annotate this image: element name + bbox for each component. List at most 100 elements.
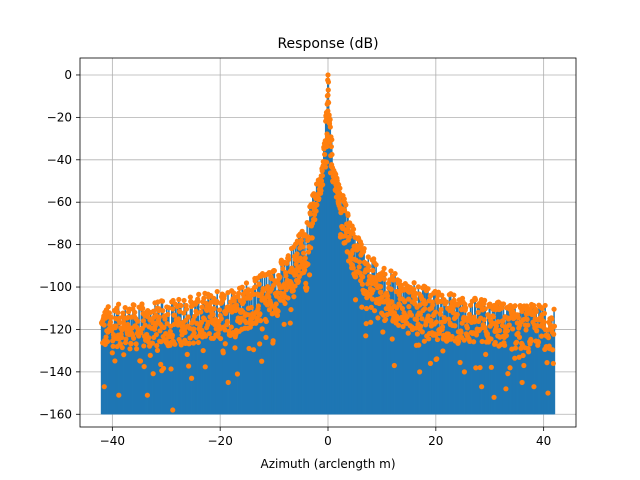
stem-marker xyxy=(327,116,333,123)
stem-marker xyxy=(166,305,172,311)
stem-marker xyxy=(329,137,335,143)
stem-marker xyxy=(358,241,364,248)
stem-marker xyxy=(473,332,480,338)
stem-marker xyxy=(131,302,137,308)
stem-marker xyxy=(528,338,534,344)
stem-marker xyxy=(325,79,332,85)
stem-marker xyxy=(363,305,370,312)
stem-marker xyxy=(186,340,192,346)
stem-marker xyxy=(150,371,156,377)
stem-marker xyxy=(512,345,519,351)
stem-marker xyxy=(422,306,428,312)
stem-marker xyxy=(385,297,391,303)
stem-marker xyxy=(395,322,402,328)
stem-marker xyxy=(183,306,190,312)
stem-marker xyxy=(274,312,281,318)
chart-title: Response (dB) xyxy=(277,36,378,52)
stem-marker xyxy=(509,326,516,332)
stem-marker xyxy=(156,314,162,320)
stem-marker xyxy=(322,164,329,170)
stem-marker xyxy=(232,345,238,351)
stem-marker xyxy=(122,305,128,311)
stem-marker xyxy=(294,251,300,257)
stem-marker xyxy=(178,342,184,348)
stem-marker xyxy=(108,314,114,320)
y-tick-label: −120 xyxy=(39,322,72,336)
stem-marker xyxy=(434,356,440,362)
stem-marker xyxy=(388,268,394,274)
stem-marker xyxy=(113,323,119,329)
stem-marker xyxy=(541,310,548,316)
stem-marker xyxy=(107,319,114,325)
stem-marker xyxy=(493,323,499,329)
stem-marker xyxy=(533,308,539,315)
stem-marker xyxy=(495,319,501,325)
stem-marker xyxy=(150,308,157,314)
stem-marker xyxy=(433,319,440,325)
stem-marker xyxy=(293,261,299,267)
stem-marker xyxy=(191,330,197,336)
stem-marker xyxy=(544,360,550,366)
stem-marker xyxy=(398,282,405,288)
stem-marker xyxy=(123,336,129,342)
stem-marker xyxy=(471,314,477,320)
stem-marker xyxy=(120,310,126,316)
stem-marker xyxy=(153,331,160,338)
stem-marker xyxy=(405,296,412,302)
stem-marker xyxy=(432,309,439,315)
stem-marker xyxy=(411,280,417,286)
stem-marker xyxy=(149,340,156,346)
stem-marker xyxy=(325,92,331,98)
stem-marker xyxy=(314,202,320,208)
y-tick-label: −80 xyxy=(47,238,72,252)
stem-marker xyxy=(467,338,473,345)
stem-marker xyxy=(425,286,431,292)
x-tick-label: 20 xyxy=(428,434,443,448)
stem-marker xyxy=(524,303,530,309)
stem-marker xyxy=(488,364,494,370)
stem-marker xyxy=(481,317,487,323)
stem-marker xyxy=(140,305,146,311)
stem-marker xyxy=(319,168,325,174)
stem-marker xyxy=(316,195,322,201)
stem-marker xyxy=(214,298,220,305)
stem-marker xyxy=(402,299,408,305)
stem-marker xyxy=(365,267,372,273)
stem-marker xyxy=(503,332,510,339)
stem-marker xyxy=(101,384,107,390)
stem-marker xyxy=(370,267,376,274)
stem-marker xyxy=(365,254,371,260)
stem-marker xyxy=(350,226,357,232)
stem-marker xyxy=(157,328,163,334)
stem-marker xyxy=(235,290,242,296)
stem-marker xyxy=(169,332,176,338)
stem-marker xyxy=(477,364,483,371)
stem-marker xyxy=(259,326,265,332)
stem-marker xyxy=(218,316,224,322)
stem-marker xyxy=(327,124,333,130)
stem-marker xyxy=(165,311,171,318)
stem-marker xyxy=(304,285,310,291)
stem-marker xyxy=(215,330,221,337)
stem-marker xyxy=(350,265,356,271)
stem-marker xyxy=(370,287,376,293)
stem-marker xyxy=(461,369,467,375)
stem-marker xyxy=(285,295,291,301)
stem-marker xyxy=(500,318,506,324)
stem-marker xyxy=(353,274,359,280)
stem-marker xyxy=(391,362,397,369)
stem-marker xyxy=(359,281,366,287)
stem-marker xyxy=(441,315,447,321)
stem-marker xyxy=(378,289,384,295)
stem-marker xyxy=(439,324,446,330)
stem-marker xyxy=(266,307,273,313)
stem-marker xyxy=(383,316,389,323)
stem-marker xyxy=(549,316,555,322)
stem-marker xyxy=(154,343,160,349)
stem-marker xyxy=(137,358,144,364)
stem-marker xyxy=(502,342,508,348)
stem-marker xyxy=(305,261,311,267)
stem-marker xyxy=(458,329,464,336)
stem-marker xyxy=(115,309,121,316)
